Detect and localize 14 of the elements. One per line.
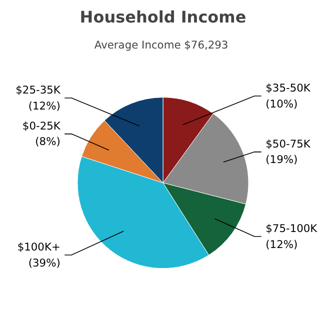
data-label: (10%) (266, 97, 298, 110)
data-label: (39%) (28, 256, 60, 270)
data-label: (8%) (35, 135, 60, 148)
slice-label: $25-35K (16, 84, 62, 97)
slice-label: $35-50K (266, 82, 312, 95)
slice-label: $75-100K (266, 222, 318, 236)
data-label: (19%) (266, 153, 298, 166)
slice-label: $100K+ (17, 240, 60, 254)
data-label: (12%) (266, 238, 298, 251)
data-label: (12%) (28, 99, 60, 112)
chart-title: Household Income (80, 8, 246, 26)
chart-subtitle: Average Income $76,293 (94, 38, 228, 52)
slice-label: $50-75K (266, 138, 312, 151)
slice-label: $0-25K (22, 120, 62, 133)
